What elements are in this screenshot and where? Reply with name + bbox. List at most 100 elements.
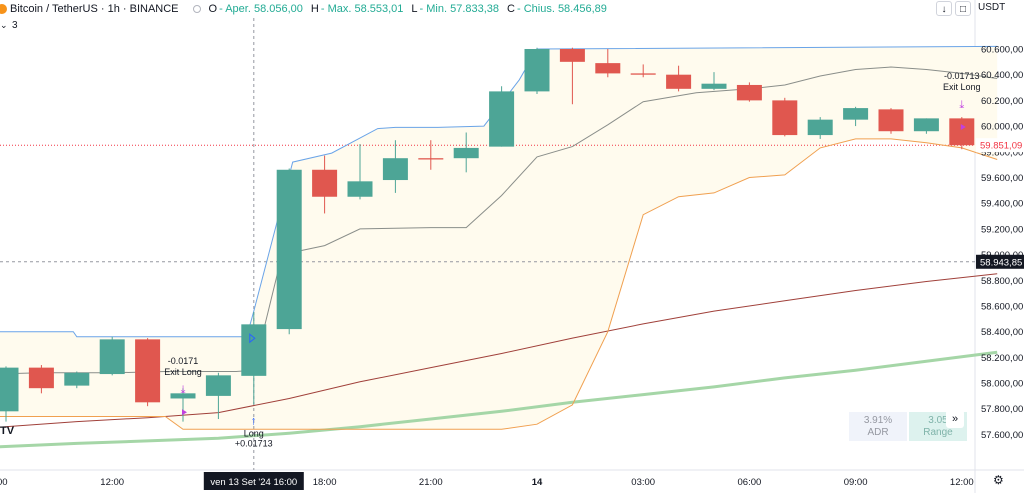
price-tick-label: 59.600,00 (981, 173, 1023, 184)
ohlc-high-value: - Max. 58.553,01 (320, 3, 404, 15)
candle-body[interactable] (99, 339, 125, 375)
crosshair-price-tag (976, 254, 1024, 269)
candle-body[interactable] (382, 158, 408, 181)
price-tick-label: 59.200,00 (981, 224, 1023, 235)
candle-body[interactable] (312, 169, 338, 197)
lower-band-line (0, 138, 998, 430)
indicator-legend-toggle[interactable]: ⌄ 3 (0, 18, 18, 32)
time-tick-label: 12:00 (100, 477, 124, 488)
ohlc-high-label: H (310, 3, 319, 15)
market-status-icon (192, 5, 201, 13)
range-value: 3.05 (928, 415, 948, 426)
symbol-header: Bitcoin / TetherUS · 1h · BINANCE O - Ap… (0, 0, 975, 18)
signal-amount: -0.01713 (944, 71, 980, 81)
candle-body[interactable] (559, 48, 585, 62)
adr-value: 3.91% (863, 415, 893, 426)
adr-stat: 3.91% ADR (849, 412, 907, 441)
exit-marker-icon (182, 409, 187, 416)
chevrons-right-icon[interactable]: » (946, 410, 964, 428)
crosshair-time-tag (203, 472, 304, 490)
time-tick-label: 18:00 (313, 477, 337, 488)
long-arrow-icon: ↑ (251, 414, 257, 428)
candle-body[interactable] (630, 73, 656, 75)
candle-body[interactable] (489, 91, 515, 147)
candle-body[interactable] (453, 147, 479, 159)
arrow-down-icon[interactable]: ↓ (936, 1, 952, 16)
adr-label: ADR (867, 427, 889, 438)
candle-body[interactable] (0, 367, 19, 412)
price-tick-label: 57.600,00 (981, 430, 1023, 441)
chevron-down-icon[interactable]: ⌄ (0, 19, 8, 30)
candle-body[interactable] (736, 84, 762, 101)
candle-body[interactable] (807, 119, 833, 136)
symbol-title[interactable]: Bitcoin / TetherUS · 1h · BINANCE (10, 3, 179, 15)
candle-body[interactable] (170, 393, 196, 399)
candle-body[interactable] (276, 169, 302, 330)
ohlc-close-label: C (507, 3, 515, 15)
signal-amount: +0.01713 (235, 439, 273, 449)
entry-marker-icon (249, 333, 256, 344)
time-tick-label: 14 (532, 477, 543, 488)
time-tick-label: 12:00 (950, 477, 974, 488)
current-price-tag (976, 138, 1024, 153)
ohlc-low-value: - Min. 57.833,38 (419, 3, 500, 15)
time-tick-label: 09:00 (844, 477, 868, 488)
price-tick-label: 58.400,00 (981, 327, 1023, 338)
current-price-label: 59.851,09 (980, 141, 1022, 152)
price-tick-label: 60.400,00 (981, 70, 1023, 81)
signal-label: Long (244, 429, 264, 439)
candle-body[interactable] (772, 100, 798, 136)
gear-icon[interactable]: ⚙ (993, 473, 1004, 487)
candle-body[interactable] (347, 181, 373, 197)
ohlc-open-value: - Aper. 58.056,00 (219, 3, 303, 15)
price-tick-label: 60.000,00 (981, 122, 1023, 133)
square-icon[interactable]: □ (955, 1, 971, 16)
candle-body[interactable] (666, 74, 692, 89)
time-tick-label: 03:00 (631, 477, 655, 488)
candle-body[interactable] (913, 118, 939, 132)
candle-body[interactable] (418, 158, 444, 160)
price-tick-label: 60.200,00 (981, 96, 1023, 107)
price-tick-label: 59.800,00 (981, 147, 1023, 158)
price-tick-label: 57.800,00 (981, 404, 1023, 415)
candle-body[interactable] (64, 372, 90, 386)
ohlc-open-label: O (208, 3, 218, 15)
candle-body[interactable] (878, 109, 904, 132)
candle-body[interactable] (241, 324, 267, 376)
candle-body[interactable] (524, 48, 550, 92)
mid-band-line (0, 66, 998, 375)
price-tick-label: 60.600,00 (981, 44, 1023, 55)
exit-arrow-icon: ⤓ (959, 99, 964, 111)
tradingview-logo-icon: TV (0, 425, 15, 437)
bitcoin-logo-icon (0, 4, 7, 14)
indicator-count: 3 (12, 19, 18, 31)
price-tick-label: 58.600,00 (981, 301, 1023, 312)
signal-label: Exit Long (164, 367, 202, 377)
signal-amount: -0.0171 (168, 356, 199, 366)
price-tick-label: 59.400,00 (981, 199, 1023, 210)
candle-body[interactable] (595, 63, 621, 74)
candle-body[interactable] (28, 367, 54, 389)
candle-body[interactable] (205, 375, 231, 396)
price-tick-label: 58.200,00 (981, 353, 1023, 364)
ma-green-line (0, 350, 998, 449)
candle-body[interactable] (949, 118, 975, 146)
time-tick-label: 21:00 (419, 477, 443, 488)
ohlc-low-label: L (411, 3, 418, 15)
time-tick-label: 06:00 (738, 477, 762, 488)
currency-label[interactable]: USDT (978, 2, 1006, 13)
candle-body[interactable] (843, 108, 869, 120)
ohlc-close-value: - Chius. 58.456,89 (516, 3, 607, 15)
exit-arrow-icon: ⤓ (181, 384, 186, 396)
exit-marker-icon (960, 123, 966, 130)
signal-label: Exit Long (943, 82, 981, 92)
crosshair-price-label: 58.943,85 (980, 257, 1022, 268)
candle-body[interactable] (701, 83, 727, 89)
candle-body[interactable] (135, 339, 161, 403)
ma-long-line (0, 273, 998, 428)
range-label: Range (923, 427, 953, 438)
price-tick-label: 58.000,00 (981, 379, 1023, 390)
crosshair-time-label: ven 13 Set '24 16:00 (210, 477, 297, 488)
time-tick-label: 00 (0, 477, 8, 488)
